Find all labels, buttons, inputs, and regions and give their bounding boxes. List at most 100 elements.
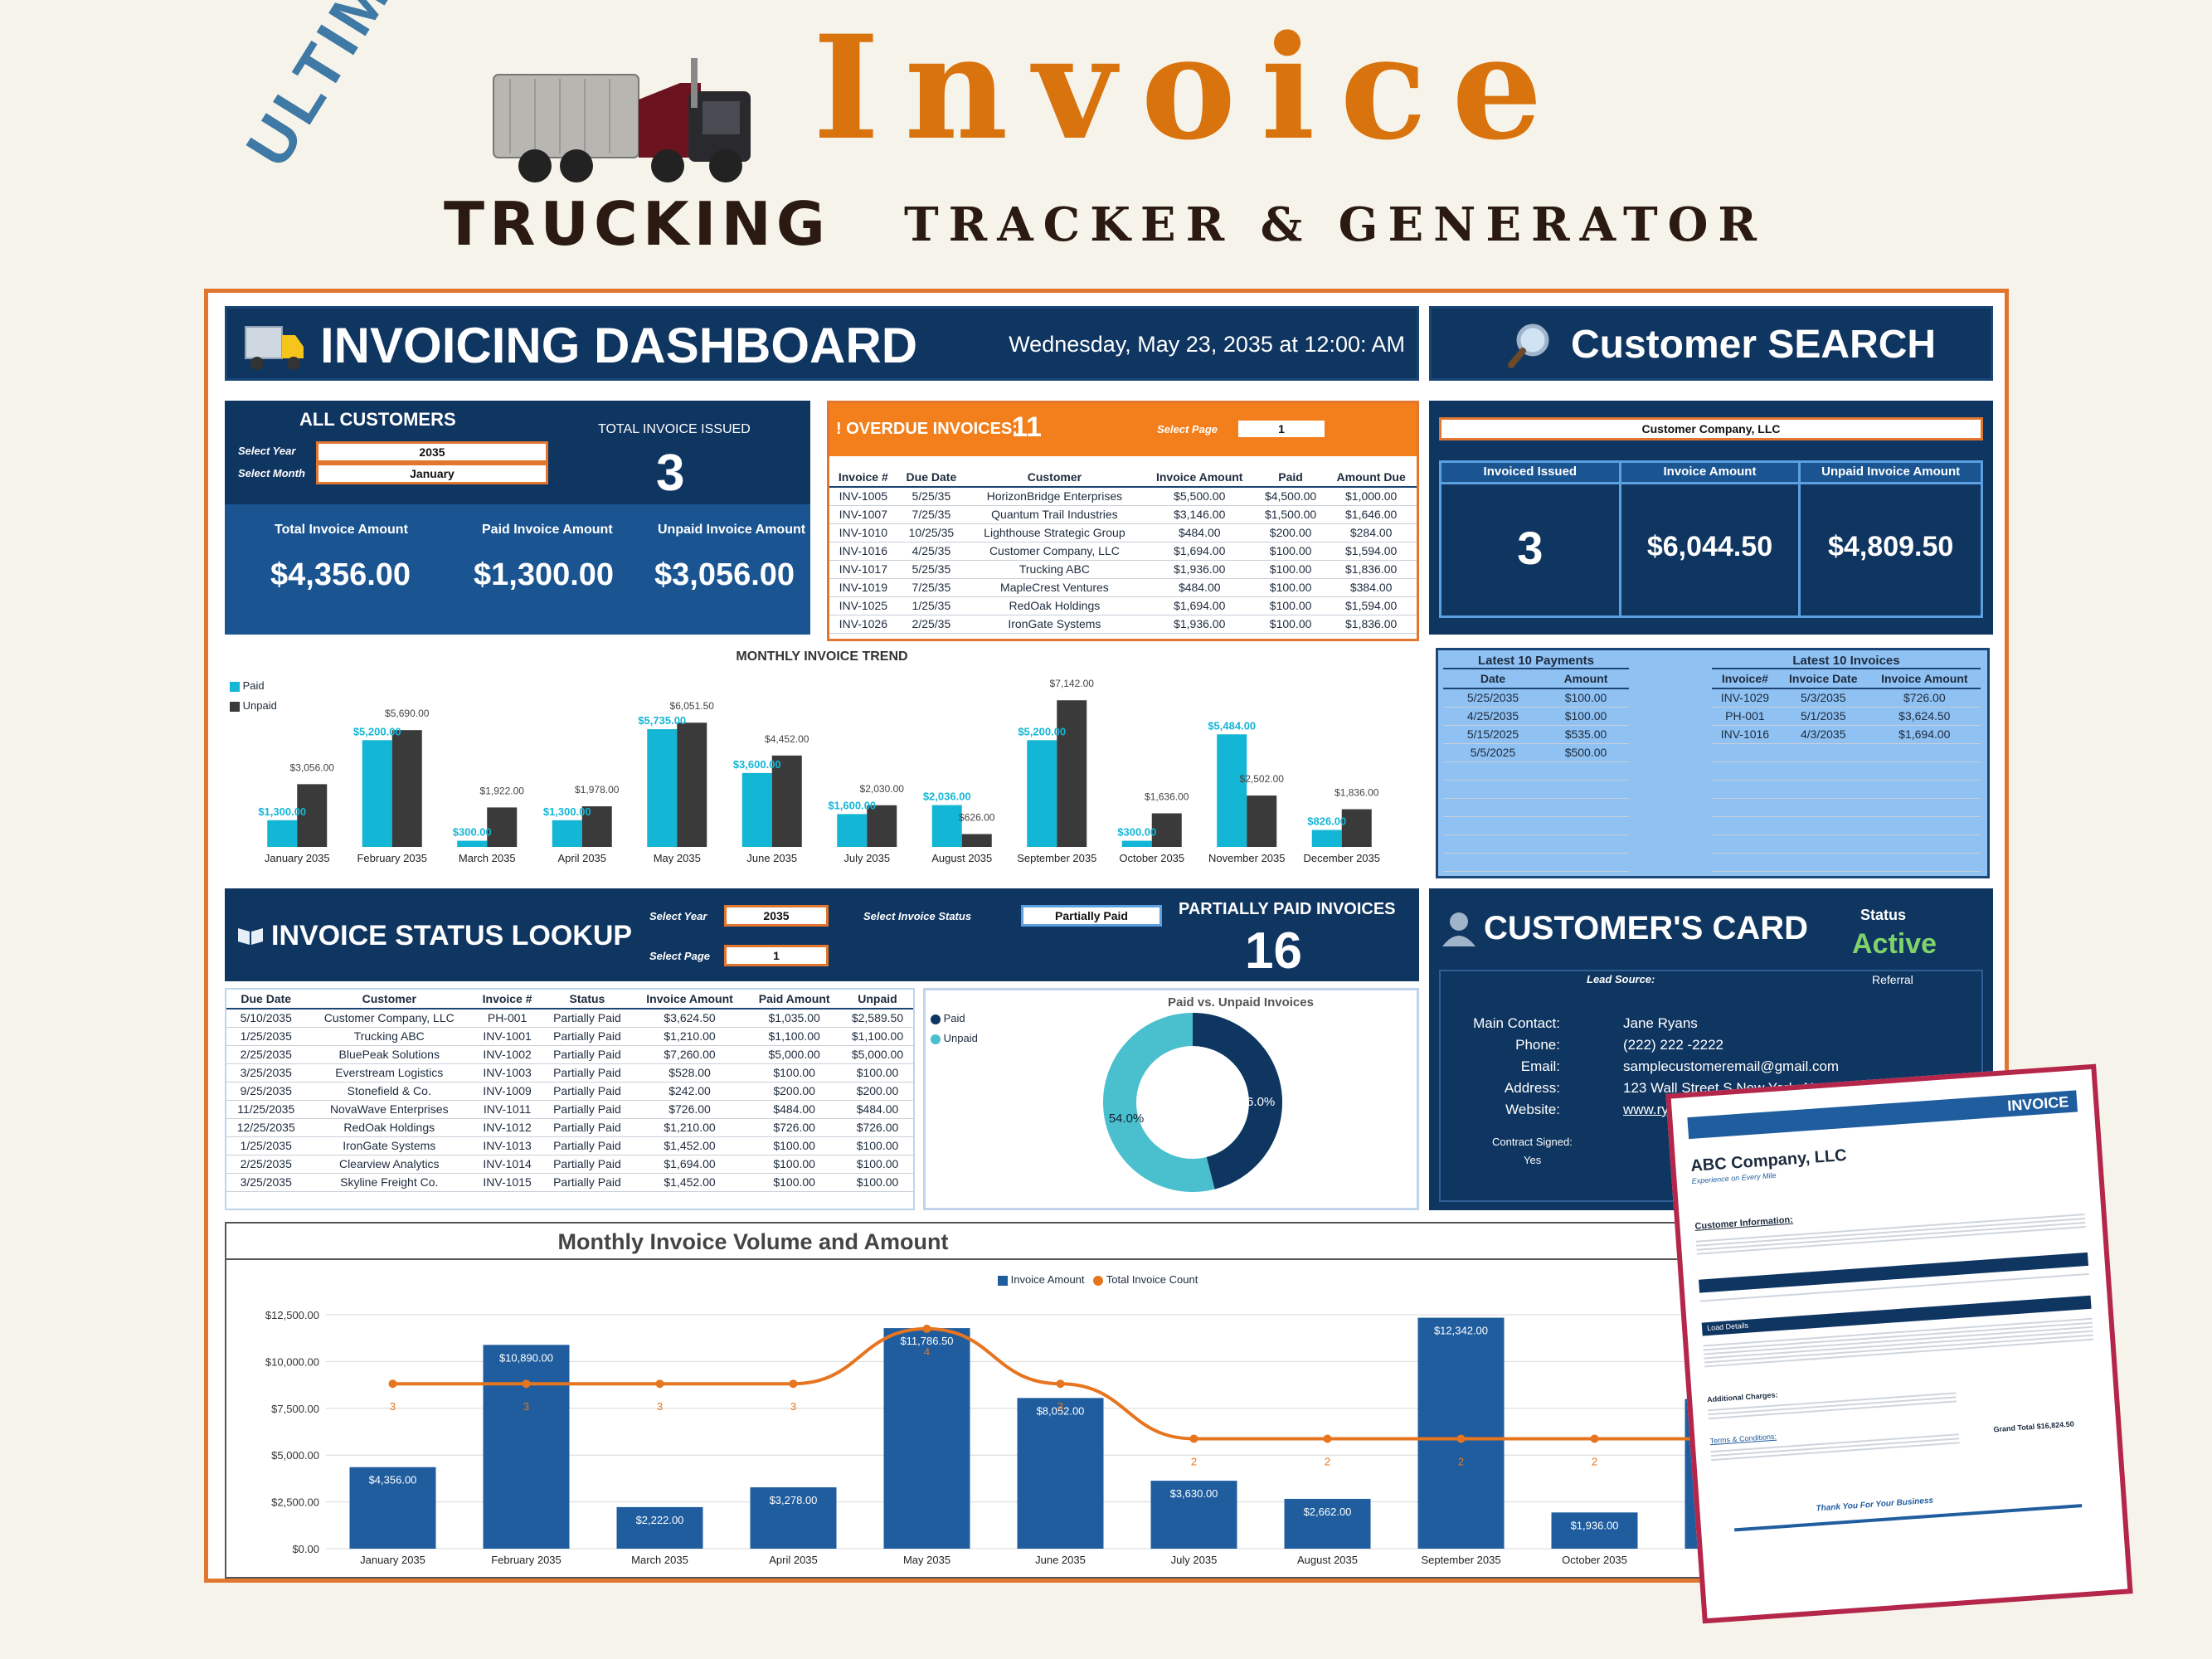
overdue-row[interactable]: INV-1017 5/25/35 Trucking ABC $1,936.00 $100… bbox=[829, 560, 1417, 579]
volume-chart-panel: Monthly Invoice Volume and Amount Invoic… bbox=[225, 1222, 1993, 1579]
trend-month-label: December 2035 bbox=[1304, 852, 1381, 864]
status-page-input[interactable]: 1 bbox=[724, 945, 829, 966]
trend-label-unpaid: $2,502.00 bbox=[1240, 773, 1285, 785]
status-row[interactable]: 2/25/2035 Clearview Analytics INV-1014 Part… bbox=[226, 1155, 913, 1174]
volume-ytick: $5,000.00 bbox=[271, 1449, 319, 1462]
select-year-input[interactable]: 2035 bbox=[316, 441, 548, 463]
status-cell: $1,452.00 bbox=[632, 1136, 747, 1155]
status-cell: 3/25/2035 bbox=[226, 1063, 306, 1082]
search-customer-input[interactable]: Customer Company, LLC bbox=[1439, 417, 1983, 440]
trend-label-paid: $1,600.00 bbox=[828, 799, 876, 811]
dashboard-datetime: Wednesday, May 23, 2035 at 12:00: AM bbox=[1009, 332, 1405, 357]
email-value[interactable]: samplecustomeremail@gmail.com bbox=[1623, 1058, 1840, 1074]
donut-chart: 46.0% 54.0% bbox=[1103, 1013, 1282, 1192]
status-cell: INV-1014 bbox=[473, 1155, 542, 1174]
overdue-cell: $100.00 bbox=[1255, 542, 1326, 561]
overdue-cell: $1,836.00 bbox=[1325, 615, 1417, 634]
status-cell: Partially Paid bbox=[542, 1027, 633, 1046]
status-header-3: Status bbox=[542, 990, 633, 1010]
overdue-row[interactable]: INV-1007 7/25/35 Quantum Trail Industries $… bbox=[829, 505, 1417, 524]
empty-row bbox=[1443, 761, 1629, 781]
doc-customer-info: Customer Information: bbox=[1694, 1214, 1794, 1232]
dashboard-frame: INVOICING DASHBOARD Wednesday, May 23, 2… bbox=[204, 289, 2009, 1583]
invoices-row[interactable]: INV-1029 5/3/2035 $726.00 bbox=[1712, 688, 1981, 708]
trend-bar-paid bbox=[837, 814, 868, 847]
status-row[interactable]: 12/25/2035 RedOak Holdings INV-1012 Partial… bbox=[226, 1118, 913, 1137]
truck-illustration bbox=[493, 58, 751, 182]
overdue-row[interactable]: INV-1005 5/25/35 HorizonBridge Enterprises… bbox=[829, 487, 1417, 506]
invoices-row[interactable]: INV-1016 4/3/2035 $1,694.00 bbox=[1712, 725, 1981, 744]
overdue-row[interactable]: INV-1025 1/25/35 RedOak Holdings $1,694.00 $… bbox=[829, 596, 1417, 615]
trend-month-label: November 2035 bbox=[1208, 852, 1286, 864]
trend-bar-unpaid bbox=[1341, 809, 1372, 847]
status-header-6: Unpaid bbox=[842, 990, 913, 1010]
status-row[interactable]: 2/25/2035 BluePeak Solutions INV-1002 Parti… bbox=[226, 1045, 913, 1064]
status-cell: IronGate Systems bbox=[305, 1136, 474, 1155]
payments-row[interactable]: 4/25/2035 $100.00 bbox=[1443, 707, 1629, 726]
status-row[interactable]: 3/25/2035 Skyline Freight Co. INV-1015 Part… bbox=[226, 1173, 913, 1192]
status-cell: INV-1011 bbox=[473, 1100, 542, 1119]
invoices-row[interactable]: PH-001 5/1/2035 $3,624.50 bbox=[1712, 707, 1981, 726]
doc-footer-line bbox=[1734, 1504, 2083, 1532]
status-year-input[interactable]: 2035 bbox=[724, 905, 829, 927]
trend-bar-unpaid bbox=[581, 806, 612, 847]
card-labels: Main Contact: Phone: Email: Address: Web… bbox=[1473, 1013, 1560, 1121]
issued-label: TOTAL INVOICE ISSUED bbox=[598, 422, 751, 436]
empty-cell bbox=[1712, 761, 1778, 781]
status-cell: Skyline Freight Co. bbox=[305, 1173, 474, 1192]
trend-month-label: April 2035 bbox=[557, 852, 606, 864]
donut-swatch-paid bbox=[931, 1014, 941, 1024]
status-row[interactable]: 1/25/2035 IronGate Systems INV-1013 Partial… bbox=[226, 1136, 913, 1155]
status-cell: $726.00 bbox=[746, 1118, 842, 1137]
empty-cell bbox=[1868, 853, 1981, 872]
payments-cell: $100.00 bbox=[1543, 688, 1629, 708]
all-customers-title: ALL CUSTOMERS bbox=[299, 409, 456, 430]
overdue-row[interactable]: INV-1016 4/25/35 Customer Company, LLC $1,6… bbox=[829, 542, 1417, 561]
hero-subtitle: TRACKER & GENERATOR bbox=[904, 197, 1767, 252]
status-select-input[interactable]: Partially Paid bbox=[1021, 905, 1162, 927]
trend-bar-paid bbox=[1217, 734, 1247, 847]
status-cell: Partially Paid bbox=[542, 1082, 633, 1101]
search-panel: Customer Company, LLC Invoiced Issued 3 In… bbox=[1429, 401, 1993, 635]
overdue-cell: MapleCrest Ventures bbox=[965, 578, 1144, 597]
empty-cell bbox=[1443, 834, 1544, 854]
overdue-cell: 10/25/35 bbox=[897, 523, 966, 542]
volume-month-label: July 2035 bbox=[1171, 1554, 1218, 1566]
status-row[interactable]: 3/25/2035 Everstream Logistics INV-1003 Par… bbox=[226, 1063, 913, 1082]
overdue-row[interactable]: INV-1010 10/25/35 Lighthouse Strategic Gro… bbox=[829, 523, 1417, 542]
donut-swatch-unpaid bbox=[931, 1034, 941, 1044]
select-month-label: Select Month bbox=[238, 467, 305, 479]
empty-cell bbox=[1777, 761, 1869, 781]
overdue-cell: $1,500.00 bbox=[1255, 505, 1326, 524]
overdue-cell: $100.00 bbox=[1255, 596, 1326, 615]
payments-row[interactable]: 5/15/2025 $535.00 bbox=[1443, 725, 1629, 744]
payments-row[interactable]: 5/25/2035 $100.00 bbox=[1443, 688, 1629, 708]
volume-count-point bbox=[1056, 1379, 1065, 1389]
overdue-row[interactable]: INV-1019 7/25/35 MapleCrest Ventures $484.0… bbox=[829, 578, 1417, 597]
trend-bar-unpaid bbox=[1057, 700, 1087, 847]
overdue-header: ! OVERDUE INVOICES: 11 Select Page 1 bbox=[829, 403, 1417, 456]
overdue-cell: INV-1007 bbox=[829, 505, 897, 524]
overdue-page-input[interactable]: 1 bbox=[1236, 418, 1327, 440]
overdue-row[interactable]: INV-1026 2/25/35 IronGate Systems $1,936.00… bbox=[829, 615, 1417, 634]
search-kpi-label: Invoice Amount bbox=[1621, 463, 1799, 484]
empty-cell bbox=[1777, 743, 1869, 762]
contact-label: Main Contact: bbox=[1473, 1015, 1560, 1031]
status-cell: Customer Company, LLC bbox=[305, 1009, 474, 1028]
empty-cell bbox=[1712, 853, 1778, 872]
trend-month-label: January 2035 bbox=[265, 852, 330, 864]
volume-title-bar: Monthly Invoice Volume and Amount bbox=[226, 1224, 1991, 1260]
select-month-input[interactable]: January bbox=[316, 463, 548, 484]
empty-cell bbox=[1443, 853, 1544, 872]
donut-slice-paid bbox=[1103, 1013, 1282, 1192]
status-row[interactable]: 5/10/2035 Customer Company, LLC PH-001 Part… bbox=[226, 1009, 913, 1028]
invoices-cell: $726.00 bbox=[1868, 688, 1981, 708]
status-cell: $7,260.00 bbox=[632, 1045, 747, 1064]
payments-row[interactable]: 5/5/2025 $500.00 bbox=[1443, 743, 1629, 762]
status-row[interactable]: 1/25/2035 Trucking ABC INV-1001 Partially P… bbox=[226, 1027, 913, 1046]
volume-month-label: October 2035 bbox=[1562, 1554, 1627, 1566]
volume-month-label: April 2035 bbox=[769, 1554, 818, 1566]
invoices-header-0: Invoice# bbox=[1712, 669, 1778, 689]
status-row[interactable]: 9/25/2035 Stonefield & Co. INV-1009 Partial… bbox=[226, 1082, 913, 1101]
status-row[interactable]: 11/25/2035 NovaWave Enterprises INV-1011 Pa… bbox=[226, 1100, 913, 1119]
